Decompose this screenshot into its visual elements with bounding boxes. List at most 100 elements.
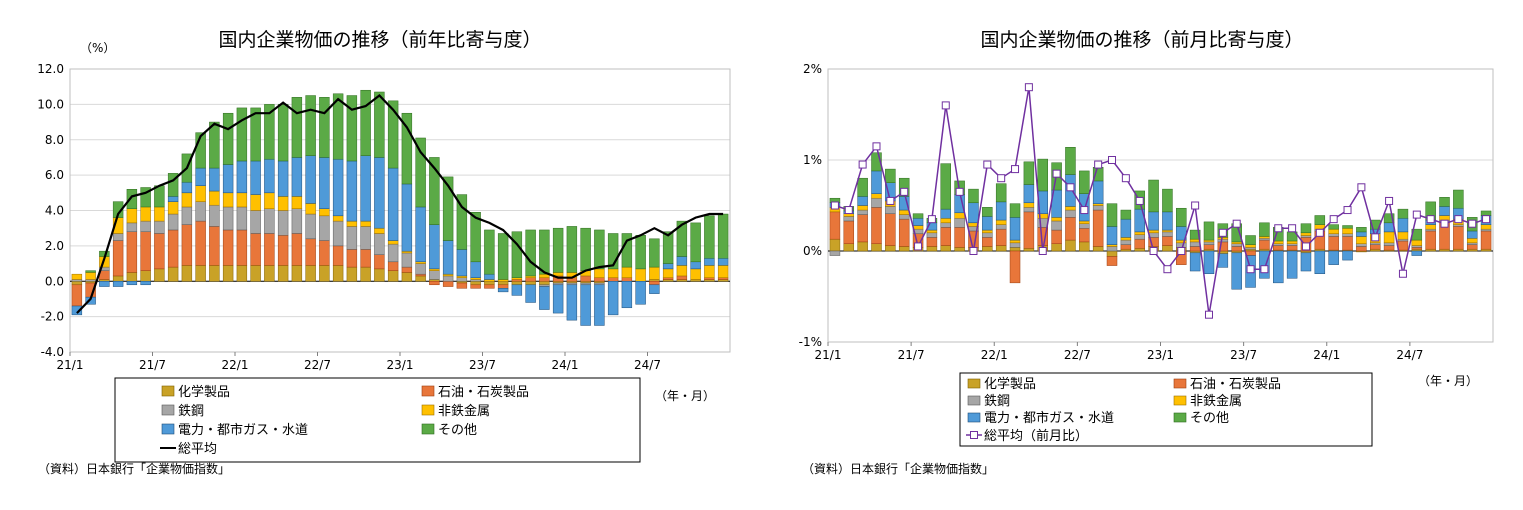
bar-electricity <box>126 281 138 286</box>
bar-other <box>374 91 385 158</box>
bar-steel <box>291 208 303 234</box>
bar-electricity <box>360 155 371 222</box>
bar-steel <box>71 279 83 282</box>
bar-petroleum <box>1273 245 1284 251</box>
bar-nonferrous <box>995 219 1007 225</box>
bar-other <box>525 229 536 277</box>
bar-nonferrous <box>1134 231 1145 235</box>
legend-item-nonferrous: 非鉄金属 <box>1173 393 1242 409</box>
bar-stack-23-10 <box>525 229 536 303</box>
bar-stack-23-5 <box>456 194 468 289</box>
bar-electricity <box>305 155 316 204</box>
bar-electricity <box>539 286 550 310</box>
bar-other <box>1439 197 1450 207</box>
bar-nonferrous <box>1328 228 1339 234</box>
bar-stack-24-8 <box>662 231 674 282</box>
bar-other <box>871 152 882 172</box>
bar-other <box>456 194 468 250</box>
bar-chemical <box>704 279 715 282</box>
bar-other <box>662 231 674 264</box>
bar-petroleum <box>871 207 882 244</box>
x-tick-label: 24/1 <box>1313 348 1340 362</box>
bar-nonferrous <box>181 192 193 208</box>
chart-title: 国内企業物価の推移（前月比寄与度） <box>980 29 1303 51</box>
bar-petroleum <box>112 240 124 277</box>
bar-chemical <box>1079 241 1090 252</box>
svg-text:非鉄金属: 非鉄金属 <box>1190 393 1242 409</box>
bar-chemical <box>112 275 124 282</box>
bar-electricity <box>209 167 220 192</box>
bar-stack-22-4 <box>277 104 289 282</box>
bar-other <box>346 95 358 162</box>
bar-electricity <box>940 208 951 219</box>
bar-other <box>1203 221 1215 241</box>
bar-electricity <box>621 281 633 309</box>
bar-other <box>1342 225 1353 229</box>
bar-steel <box>154 220 165 234</box>
svg-text:その他: その他 <box>1190 411 1229 426</box>
bar-stack-22-11 <box>374 91 385 282</box>
bar-steel <box>470 279 481 282</box>
bar-nonferrous <box>704 265 715 278</box>
bar-chemical <box>222 265 234 282</box>
bar-stack-22-10 <box>360 89 371 282</box>
bar-electricity <box>250 160 261 195</box>
bar-electricity <box>236 160 248 194</box>
bar-stack-22-6 <box>1065 147 1076 252</box>
total-marker <box>969 247 978 255</box>
bar-other <box>387 100 399 169</box>
y-tick-label: 10.0 <box>37 97 64 111</box>
x-tick-label: 23/1 <box>387 358 414 372</box>
bar-stack-23-7 <box>484 229 495 289</box>
bar-steel <box>1176 242 1187 248</box>
bar-stack-22-3 <box>1023 161 1035 252</box>
bar-stack-23-3 <box>1189 229 1201 272</box>
legend-item-chemical: 化学製品 <box>161 384 230 400</box>
bar-petroleum <box>140 231 151 271</box>
bar-nonferrous <box>717 265 729 278</box>
x-tick-label: 24/7 <box>1396 348 1423 362</box>
bar-nonferrous <box>926 229 938 234</box>
bar-stack-21-1 <box>71 273 83 316</box>
bar-electricity <box>167 196 179 202</box>
total-marker <box>927 215 936 224</box>
bar-stack-21-12 <box>222 112 234 282</box>
bar-chemical <box>456 281 468 284</box>
bar-other <box>885 168 896 184</box>
bar-stack-22-1 <box>236 107 248 282</box>
bar-steel <box>1231 243 1242 247</box>
bar-stack-23-11 <box>539 229 550 310</box>
bar-chemical <box>167 266 179 282</box>
bar-stack-21-7 <box>154 185 165 282</box>
bar-chemical <box>1120 248 1132 252</box>
legend-item-petroleum: 石油・石炭製品 <box>421 385 529 400</box>
bar-chemical <box>1009 247 1021 252</box>
bar-stack-23-12 <box>1314 215 1326 274</box>
bar-electricity <box>71 305 83 316</box>
bar-electricity <box>968 202 979 224</box>
bar-steel <box>250 210 261 234</box>
bar-chemical <box>580 281 591 284</box>
bar-other <box>319 97 330 158</box>
bar-other <box>442 176 454 241</box>
bar-chemical <box>1092 246 1104 252</box>
bar-stack-21-6 <box>140 187 151 286</box>
total-line <box>834 87 1487 315</box>
bar-stack-24-12 <box>717 213 729 282</box>
bar-petroleum <box>222 229 234 266</box>
svg-text:化学製品: 化学製品 <box>984 376 1036 392</box>
bar-stack-23-1 <box>401 112 413 282</box>
bar-stack-22-1 <box>995 183 1007 252</box>
bar-steel <box>167 213 179 231</box>
bar-other <box>1037 158 1048 192</box>
source-note: （資料）日本銀行「企業物価指数」 <box>38 461 230 476</box>
bar-other <box>1023 161 1035 185</box>
bar-steel <box>1217 238 1229 243</box>
bar-stack-24-2 <box>1342 225 1353 261</box>
total-marker <box>1135 196 1144 205</box>
y-tick-label: 6.0 <box>45 168 64 182</box>
bar-nonferrous <box>662 268 674 278</box>
bar-steel <box>305 213 316 240</box>
bar-steel <box>1273 243 1284 246</box>
bar-other <box>250 107 261 162</box>
